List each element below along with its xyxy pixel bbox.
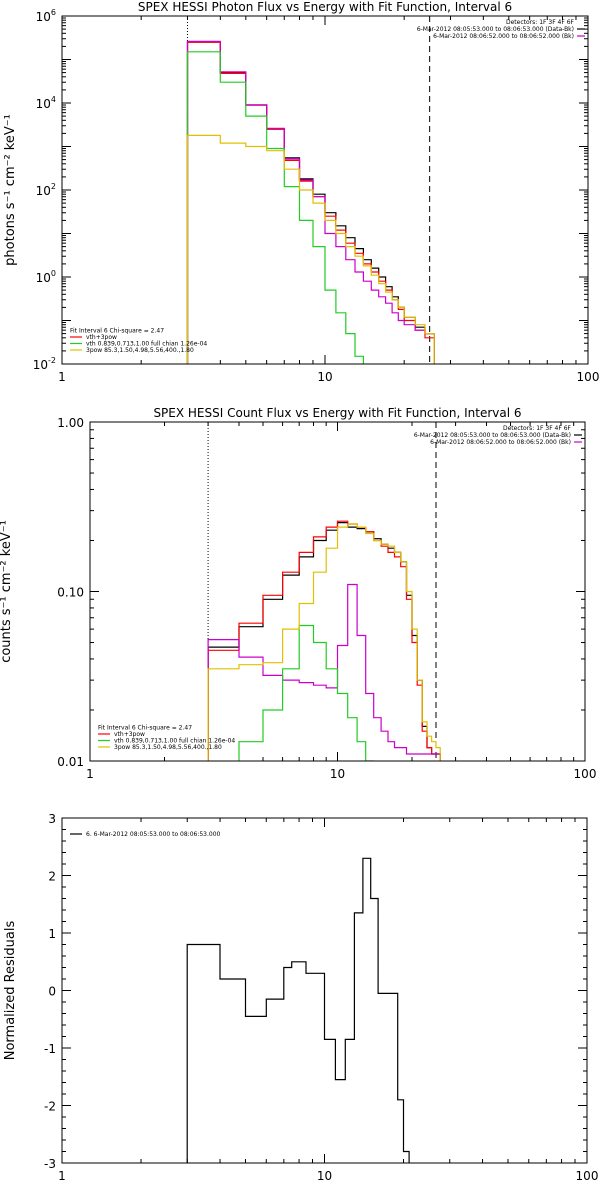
y-tick-label: 1.00 (57, 416, 84, 430)
series-magenta (186, 40, 435, 364)
x-tick-label: 10 (317, 1169, 332, 1183)
legend-entry: vth 0.839,0.713,1.00 full chian 1.26e-04 (114, 738, 235, 745)
y-tick-label: -3 (44, 1157, 56, 1171)
series-green (238, 624, 375, 761)
chart-title: SPEX HESSI Count Flux vs Energy with Fit… (153, 406, 521, 420)
legend-entry: Fit Interval 6 Chi-square = 2.47 (70, 328, 164, 335)
series-black (186, 41, 435, 364)
chart-title: SPEX HESSI Photon Flux vs Energy with Fi… (138, 0, 512, 14)
x-tick-label: 1 (58, 370, 66, 384)
legend-header: Detectors: 1F 3F 4F 6F (503, 425, 572, 432)
y-tick-label: 1 (48, 927, 56, 941)
x-tick-label: 100 (574, 767, 597, 781)
x-tick-label: 100 (576, 1169, 599, 1183)
y-tick-label: 100 (36, 269, 56, 285)
series-red (186, 41, 435, 364)
legend-entry: Fit Interval 6 Chi-square = 2.47 (98, 725, 192, 732)
chart-2: SPEX HESSI Count Flux vs Energy with Fit… (0, 406, 596, 781)
x-tick-label: 10 (330, 767, 345, 781)
x-tick-label: 100 (577, 370, 600, 384)
y-axis-label: counts s⁻¹ cm⁻² keV⁻¹ (0, 520, 14, 663)
series-yellow (207, 523, 441, 761)
y-tick-label: 0 (48, 985, 56, 999)
legend-header: 6-Mar-2012 08:05:53.000 to 08:06:53.000 … (414, 432, 571, 439)
y-tick-label: 104 (36, 95, 56, 111)
legend-header: 6-Mar-2012 08:06:52.000 to 08:06:52.000 … (430, 439, 571, 446)
series-black (186, 857, 410, 1163)
x-tick-label: 1 (58, 1169, 66, 1183)
y-tick-label: 3 (48, 812, 56, 826)
legend-entry: 3pow 85.3,1.50,4.98,5.56,400.,1.80 (86, 347, 194, 354)
series-magenta (207, 583, 441, 761)
plot-frame (89, 421, 586, 762)
legend-entry: vth+3pow (86, 334, 117, 341)
series-yellow (186, 134, 435, 364)
x-tick-label: 1 (86, 767, 94, 781)
plot-frame (61, 817, 588, 1164)
plot-frame (61, 15, 589, 365)
legend-header: 6-Mar-2012 08:06:52.000 to 08:06:52.000 … (433, 33, 574, 40)
y-axis-label: photons s⁻¹ cm⁻² keV⁻¹ (3, 114, 18, 266)
y-tick-label: 2 (48, 870, 56, 884)
legend-header: 6-Mar-2012 08:05:53.000 to 08:06:53.000 … (417, 26, 574, 33)
y-tick-label: 10-2 (33, 356, 56, 372)
y-tick-label: -2 (44, 1100, 56, 1114)
y-tick-label: 0.01 (57, 755, 84, 769)
y-tick-label: -1 (44, 1042, 56, 1056)
chart-1: SPEX HESSI Photon Flux vs Energy with Fi… (3, 0, 599, 384)
legend-entry: vth+3pow (114, 731, 145, 738)
y-axis-label: Normalized Residuals (3, 921, 18, 1061)
y-tick-label: 106 (36, 8, 56, 24)
y-tick-label: 0.10 (57, 586, 84, 600)
x-tick-label: 10 (317, 370, 332, 384)
legend-entry: 6. 6-Mar-2012 08:05:53.000 to 08:06:53.0… (86, 831, 221, 838)
legend-header: Detectors: 1F 3F 4F 6F (506, 19, 575, 26)
series-green (186, 51, 364, 364)
legend-entry: vth 0.839,0.713,1.00 full chian 1.26e-04 (86, 341, 207, 348)
y-tick-label: 102 (36, 182, 56, 198)
legend-entry: 3pow 85.3,1.50,4.98,5.56,400.,1.80 (114, 744, 222, 751)
